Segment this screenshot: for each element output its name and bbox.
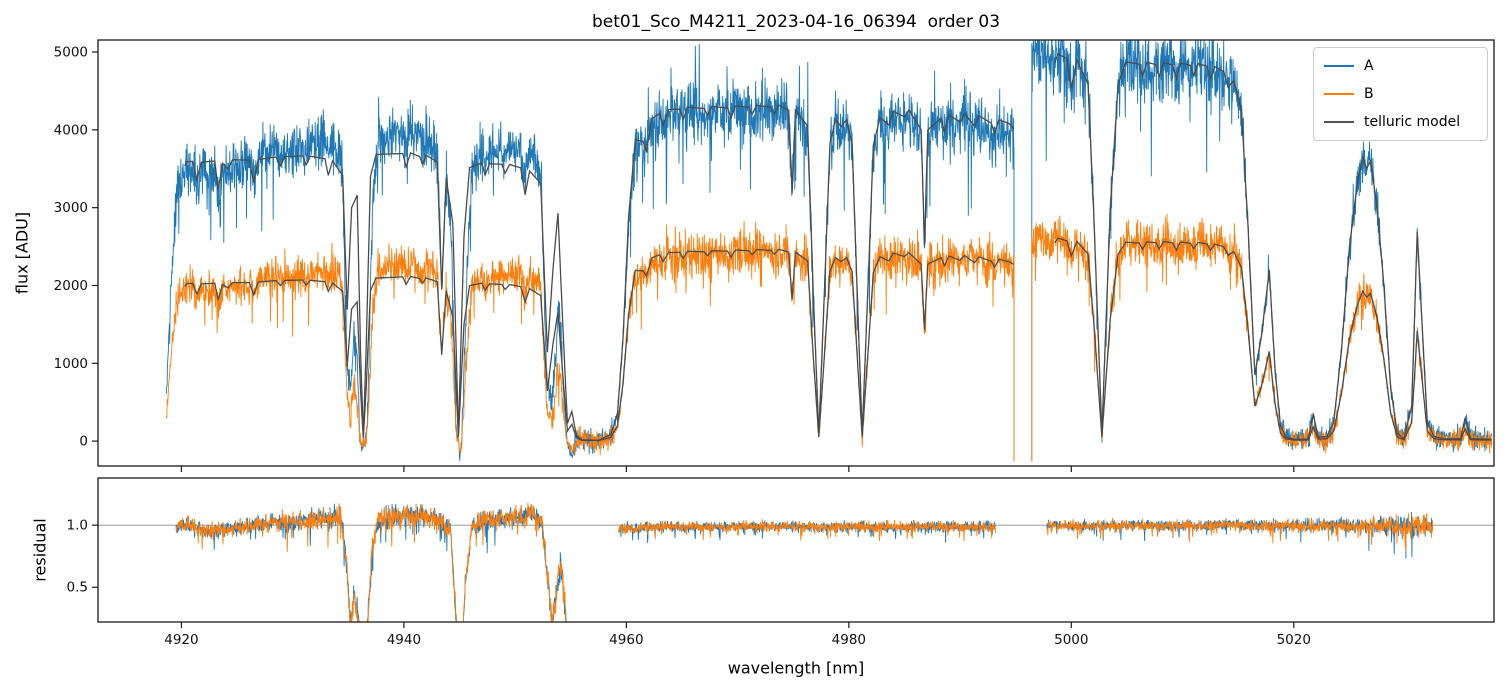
residual-B [618,519,997,542]
y-tick-label: 5000 [54,45,88,61]
legend: A B telluric model [1313,47,1488,141]
legend-label-a: A [1364,58,1374,74]
residual-panel [98,502,1494,622]
residual-B [175,502,567,622]
residual-A [1046,511,1434,559]
y-tick-label: 4000 [54,122,88,138]
wavelength-axis-label: wavelength [nm] [727,658,865,678]
x-tick-label: 4980 [832,632,866,648]
legend-line-b-icon [1324,93,1354,95]
telluric-model-B [184,248,1014,442]
y-tick-label: 3000 [54,200,88,216]
x-tick-label: 4960 [609,632,643,648]
y-tick-label: 2000 [54,278,88,294]
flux-axes-frame [97,39,1495,467]
x-tick-label: 5000 [1054,632,1088,648]
x-tick-label: 4940 [387,632,421,648]
plot-title: bet01_Sco_M4211_2023-04-16_06394 order 0… [591,12,1001,32]
legend-label-b: B [1364,86,1374,102]
x-tick-label: 4920 [164,632,198,648]
x-tick-label: 5020 [1277,632,1311,648]
y-tick-label: 1.0 [67,518,88,534]
y-tick-label: 0.5 [67,580,88,596]
legend-line-a-icon [1324,65,1354,67]
legend-entry-b: B [1324,85,1477,103]
telluric-model-B [1054,237,1492,441]
telluric-model-A [1053,52,1492,440]
residual-axes-frame [97,477,1495,623]
flux-panel [165,40,1493,462]
legend-entry-a: A [1324,57,1477,75]
legend-entry-telluric: telluric model [1324,113,1477,131]
residual-axis-label: residual [30,518,50,582]
y-tick-label: 1000 [54,356,88,372]
y-tick-label: 0 [79,434,88,450]
series-B [165,221,1015,462]
legend-line-telluric-icon [1324,121,1354,123]
flux-axis-label: flux [ADU] [12,211,32,295]
residual-B [1046,513,1434,552]
legend-label-telluric: telluric model [1364,114,1461,130]
